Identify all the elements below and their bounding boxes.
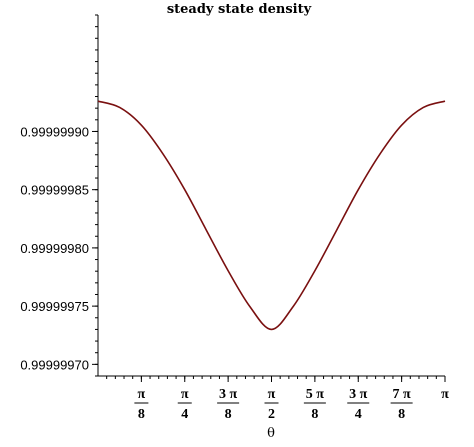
series-line: [97, 100, 446, 331]
x-tick-numerator: 3 π: [219, 387, 238, 402]
x-tick-label: π: [441, 387, 449, 402]
x-tick-numerator: 7 π: [393, 387, 412, 402]
x-tick-label: 7 π8: [390, 387, 413, 422]
x-tick-label: π8: [134, 387, 149, 422]
y-ticks: 0.99999990 0.99999985 0.99999980 0.99999975…: [20, 14, 98, 377]
x-tick-denominator: 2: [268, 407, 275, 422]
x-tick-denominator: 4: [355, 407, 362, 422]
x-tick-label: 5 π8: [303, 387, 326, 422]
y-tick-label: 0.99999970: [20, 357, 89, 372]
y-tick-label: 0.99999975: [20, 299, 89, 314]
x-tick-label: π4: [177, 387, 192, 422]
x-tick-label: 3 π4: [347, 387, 370, 422]
x-tick-label: π2: [264, 387, 279, 422]
x-tick-numerator: π: [268, 387, 276, 402]
x-tick-numerator: 5 π: [306, 387, 325, 402]
x-tick-denominator: 8: [225, 407, 232, 422]
x-tick-numerator: 3 π: [349, 387, 368, 402]
x-tick-numerator: π: [138, 387, 146, 402]
chart-title: steady state density: [167, 2, 312, 17]
x-tick-denominator: 8: [398, 407, 405, 422]
x-tick-denominator: 4: [181, 407, 188, 422]
axes: [97, 15, 445, 377]
x-axis-label: θ: [267, 426, 275, 441]
x-tick-denominator: 8: [311, 407, 318, 422]
x-tick-label: 3 π8: [217, 387, 240, 422]
y-tick-label: 0.99999990: [20, 124, 89, 139]
x-tick-numerator: π: [181, 387, 189, 402]
x-tick-numerator: π: [441, 387, 449, 402]
x-tick-denominator: 8: [138, 407, 145, 422]
y-tick-label: 0.99999980: [20, 241, 89, 256]
y-tick-label: 0.99999985: [20, 183, 89, 198]
